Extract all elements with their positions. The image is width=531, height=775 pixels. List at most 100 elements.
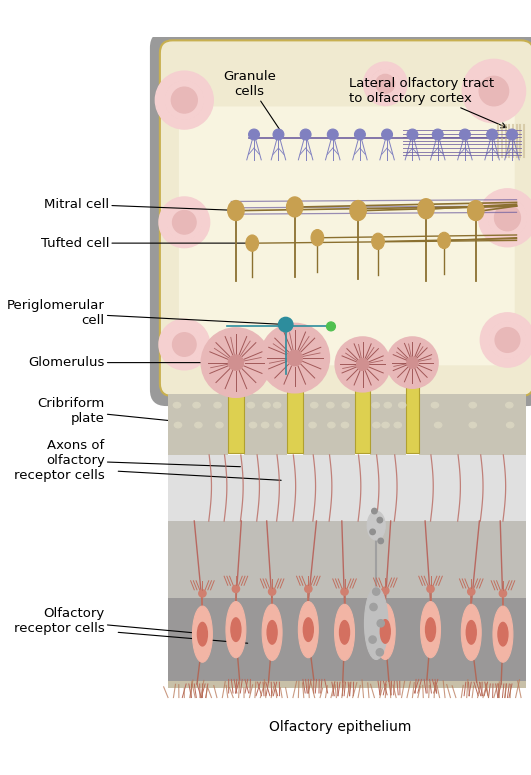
Ellipse shape: [172, 422, 179, 428]
Ellipse shape: [398, 422, 405, 428]
Ellipse shape: [438, 232, 450, 249]
Circle shape: [369, 636, 376, 643]
Ellipse shape: [250, 402, 257, 408]
Ellipse shape: [507, 402, 514, 408]
Text: Olfactory
receptor cells: Olfactory receptor cells: [14, 607, 209, 635]
Circle shape: [273, 129, 284, 140]
Bar: [355, 353, 370, 453]
Ellipse shape: [367, 511, 386, 540]
Circle shape: [173, 332, 196, 356]
Ellipse shape: [425, 618, 435, 642]
Ellipse shape: [506, 422, 513, 428]
Ellipse shape: [303, 618, 313, 642]
Ellipse shape: [192, 606, 212, 662]
Ellipse shape: [335, 604, 355, 660]
Circle shape: [168, 206, 201, 239]
Ellipse shape: [339, 621, 349, 644]
Circle shape: [166, 326, 202, 363]
Circle shape: [327, 322, 336, 331]
Circle shape: [377, 620, 384, 627]
Bar: [168, 598, 526, 684]
Circle shape: [159, 197, 210, 248]
Ellipse shape: [372, 233, 384, 250]
Text: Glomerulus: Glomerulus: [28, 356, 236, 369]
Circle shape: [364, 62, 407, 105]
Circle shape: [278, 317, 293, 332]
Circle shape: [459, 129, 470, 140]
Text: Axons of
olfactory
receptor cells: Axons of olfactory receptor cells: [14, 439, 241, 482]
Circle shape: [357, 359, 369, 370]
Circle shape: [407, 357, 418, 368]
Text: Mitral cell: Mitral cell: [44, 198, 241, 211]
Ellipse shape: [461, 604, 481, 660]
Circle shape: [377, 518, 382, 523]
Text: Lateral olfactory tract
to olfactory cortex: Lateral olfactory tract to olfactory cor…: [349, 77, 507, 128]
Bar: [168, 394, 228, 455]
Circle shape: [387, 337, 438, 388]
Ellipse shape: [387, 422, 393, 428]
Ellipse shape: [274, 402, 281, 408]
Ellipse shape: [466, 621, 476, 644]
Circle shape: [370, 529, 375, 535]
Text: Granule
cells: Granule cells: [223, 71, 283, 135]
Ellipse shape: [373, 402, 380, 408]
Circle shape: [371, 70, 399, 98]
Ellipse shape: [311, 229, 324, 246]
Circle shape: [376, 74, 395, 93]
Ellipse shape: [298, 601, 318, 658]
Circle shape: [300, 129, 311, 140]
Ellipse shape: [372, 422, 379, 428]
Circle shape: [407, 129, 418, 140]
Circle shape: [473, 71, 515, 112]
Ellipse shape: [421, 601, 441, 658]
Ellipse shape: [364, 587, 388, 660]
Circle shape: [156, 71, 213, 129]
Bar: [303, 394, 355, 455]
Ellipse shape: [469, 402, 476, 408]
Circle shape: [382, 129, 392, 140]
Text: Tufted cell: Tufted cell: [41, 236, 256, 250]
Bar: [419, 394, 526, 455]
Ellipse shape: [275, 422, 282, 428]
Circle shape: [486, 129, 498, 140]
Circle shape: [489, 199, 526, 236]
Circle shape: [168, 328, 201, 361]
Ellipse shape: [418, 198, 434, 219]
Ellipse shape: [198, 622, 208, 646]
Circle shape: [173, 211, 196, 234]
Ellipse shape: [434, 422, 441, 428]
Circle shape: [479, 77, 509, 105]
Circle shape: [228, 355, 244, 370]
Circle shape: [287, 350, 302, 366]
Circle shape: [494, 205, 520, 231]
Circle shape: [382, 587, 389, 594]
Ellipse shape: [226, 601, 246, 658]
Circle shape: [495, 328, 520, 353]
Ellipse shape: [345, 422, 353, 428]
Ellipse shape: [375, 604, 395, 660]
Circle shape: [249, 129, 260, 140]
Circle shape: [487, 198, 527, 238]
Bar: [168, 521, 526, 598]
Circle shape: [376, 649, 383, 656]
Ellipse shape: [262, 604, 282, 660]
FancyBboxPatch shape: [160, 40, 531, 396]
FancyBboxPatch shape: [179, 106, 515, 365]
Circle shape: [468, 588, 475, 595]
Ellipse shape: [231, 618, 241, 642]
Bar: [370, 394, 406, 455]
Ellipse shape: [173, 402, 180, 408]
Circle shape: [370, 604, 377, 611]
Ellipse shape: [214, 402, 221, 408]
Circle shape: [165, 80, 204, 120]
Ellipse shape: [195, 402, 202, 408]
Circle shape: [260, 324, 329, 392]
Text: Cribriform
plate: Cribriform plate: [37, 397, 222, 426]
Circle shape: [336, 337, 390, 391]
Ellipse shape: [249, 422, 256, 428]
Circle shape: [159, 319, 210, 370]
Circle shape: [305, 585, 312, 593]
Bar: [168, 455, 526, 521]
Circle shape: [327, 129, 338, 140]
Ellipse shape: [193, 422, 201, 428]
